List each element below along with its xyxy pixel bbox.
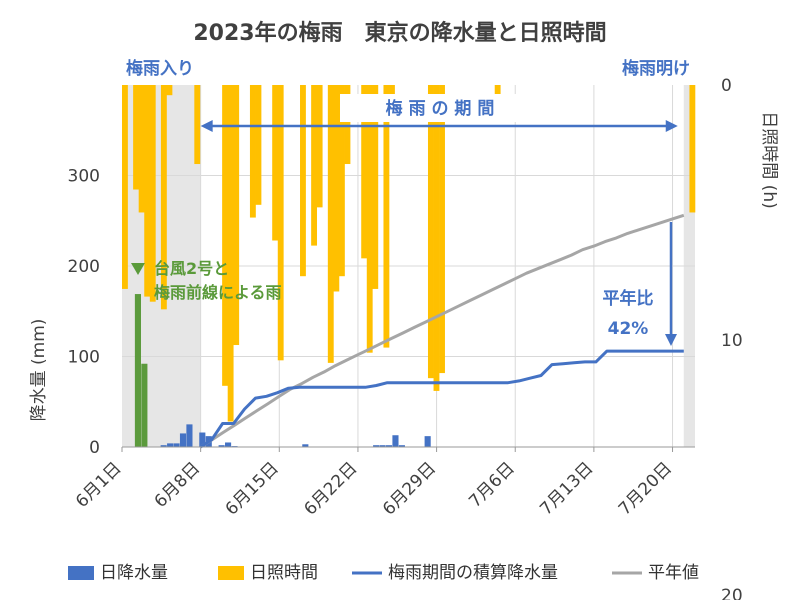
rainy-period-label: 梅 雨 の 期 間 (386, 98, 495, 119)
sunshine-bar (372, 85, 379, 289)
sunshine-bar (122, 85, 128, 289)
y-tick-label: 100 (68, 348, 100, 368)
legend-label: 梅雨期間の積算降水量 (388, 563, 558, 583)
sunshine-bar (338, 85, 345, 277)
cumulative-rain-line (199, 349, 684, 449)
x-tick-label: 7月13日 (536, 458, 597, 519)
rain-bar (173, 443, 180, 447)
y2-tick-label: 20 (721, 586, 743, 600)
sunshine-bar (689, 85, 696, 213)
sunshine-bar (144, 85, 151, 297)
sunshine-bar (361, 85, 368, 259)
x-tick-label: 6月29日 (379, 458, 440, 519)
rain-bar (424, 436, 431, 447)
typhoon-label-line2: 梅雨前線による雨 (154, 283, 282, 302)
x-tick-label: 7月20日 (615, 458, 676, 519)
ratio-arrow (665, 222, 677, 346)
sunshine-bar (333, 85, 340, 292)
sunshine-bar (222, 85, 228, 386)
rain-bar (167, 443, 174, 447)
rain-bar (186, 424, 193, 447)
sunshine-bar (383, 85, 390, 348)
rain-bar (385, 445, 393, 447)
typhoon-label-line1: 台風2号と (154, 259, 229, 278)
rain-bar (218, 445, 225, 447)
y-tick-label: 200 (68, 257, 100, 277)
y-tick-label: 300 (68, 167, 100, 187)
rain-bar (373, 445, 380, 447)
arrow-left-icon (200, 120, 213, 132)
y-axis-label: 降水量 (mm) (29, 319, 49, 422)
rain-bar (179, 433, 187, 447)
x-tick-labels: 6月1日 6月8日 6月15日 6月22日 6月29日 7月6日 7月13日 7月20日 (72, 447, 676, 520)
ratio-label-line2: 42% (608, 319, 649, 339)
y2-tick-label: 10 (721, 331, 743, 351)
rain-bars (134, 294, 431, 447)
rain-bar (398, 445, 405, 447)
rain-bar (392, 435, 399, 447)
rain-bar (160, 445, 167, 447)
sunshine-bar (166, 85, 173, 96)
sunshine-bar (272, 85, 279, 241)
sunshine-bar (366, 85, 373, 353)
sunshine-bar (149, 85, 156, 302)
rainy-period-arrow (200, 120, 678, 132)
sunshine-bar (439, 85, 445, 374)
y-tick-label: 0 (89, 438, 100, 458)
sunshine-bar (277, 85, 284, 361)
sunshine-bar (255, 85, 262, 205)
legend-label: 日照時間 (250, 563, 318, 583)
x-tick-label: 7月6日 (465, 458, 518, 511)
legend-label: 平年値 (648, 563, 699, 583)
sunshine-bars (122, 85, 696, 422)
arrow-right-icon (665, 120, 678, 132)
sunshine-bar (249, 85, 256, 218)
sunshine-bar (160, 85, 167, 310)
y2-axis-label: 日照時間 (h) (759, 111, 779, 208)
sunshine-bar (344, 85, 351, 165)
x-tick-label: 6月15日 (222, 458, 283, 519)
legend: 日降水量 日照時間 梅雨期間の積算降水量 平年値 (68, 563, 699, 583)
triangle-down-icon (131, 263, 145, 275)
legend-swatch (68, 566, 94, 580)
legend-label: 日降水量 (100, 563, 168, 583)
rain-bar (141, 363, 148, 447)
normal-line (199, 213, 685, 449)
sunshine-bar (327, 85, 334, 363)
rain-bar (379, 445, 386, 447)
rainy-period-label-bg (340, 94, 540, 122)
rain-bar (225, 442, 232, 447)
x-tick-label: 6月8日 (151, 458, 204, 511)
x-tick-label: 6月1日 (72, 458, 125, 511)
arrow-down-icon (665, 334, 677, 346)
sunshine-bar (138, 85, 145, 213)
rainy-end-label: 梅雨明け (622, 58, 690, 79)
rainy-start-label: 梅雨入り (126, 58, 194, 79)
lines (199, 213, 685, 449)
ratio-label-line1: 平年比 (603, 288, 654, 309)
sunshine-bar (433, 85, 440, 391)
sunshine-bar (133, 85, 139, 190)
y2-tick-label: 0 (721, 76, 732, 96)
sunshine-bar (194, 85, 201, 165)
chart-title: 2023年の梅雨 東京の降水量と日照時間 (193, 20, 606, 46)
x-tick-label: 6月22日 (300, 458, 361, 519)
sunshine-bar (316, 85, 323, 208)
sunshine-bar (227, 85, 234, 422)
rain-bar (134, 294, 141, 447)
sunshine-bar (311, 85, 318, 246)
sunshine-bar (427, 85, 434, 379)
axes: 0 100 200 300 0 10 20 (68, 76, 743, 600)
sunshine-bar (233, 85, 240, 346)
legend-swatch (218, 566, 244, 580)
sunshine-bar (300, 85, 306, 277)
rain-bar (199, 432, 206, 447)
rain-bar (302, 444, 309, 447)
